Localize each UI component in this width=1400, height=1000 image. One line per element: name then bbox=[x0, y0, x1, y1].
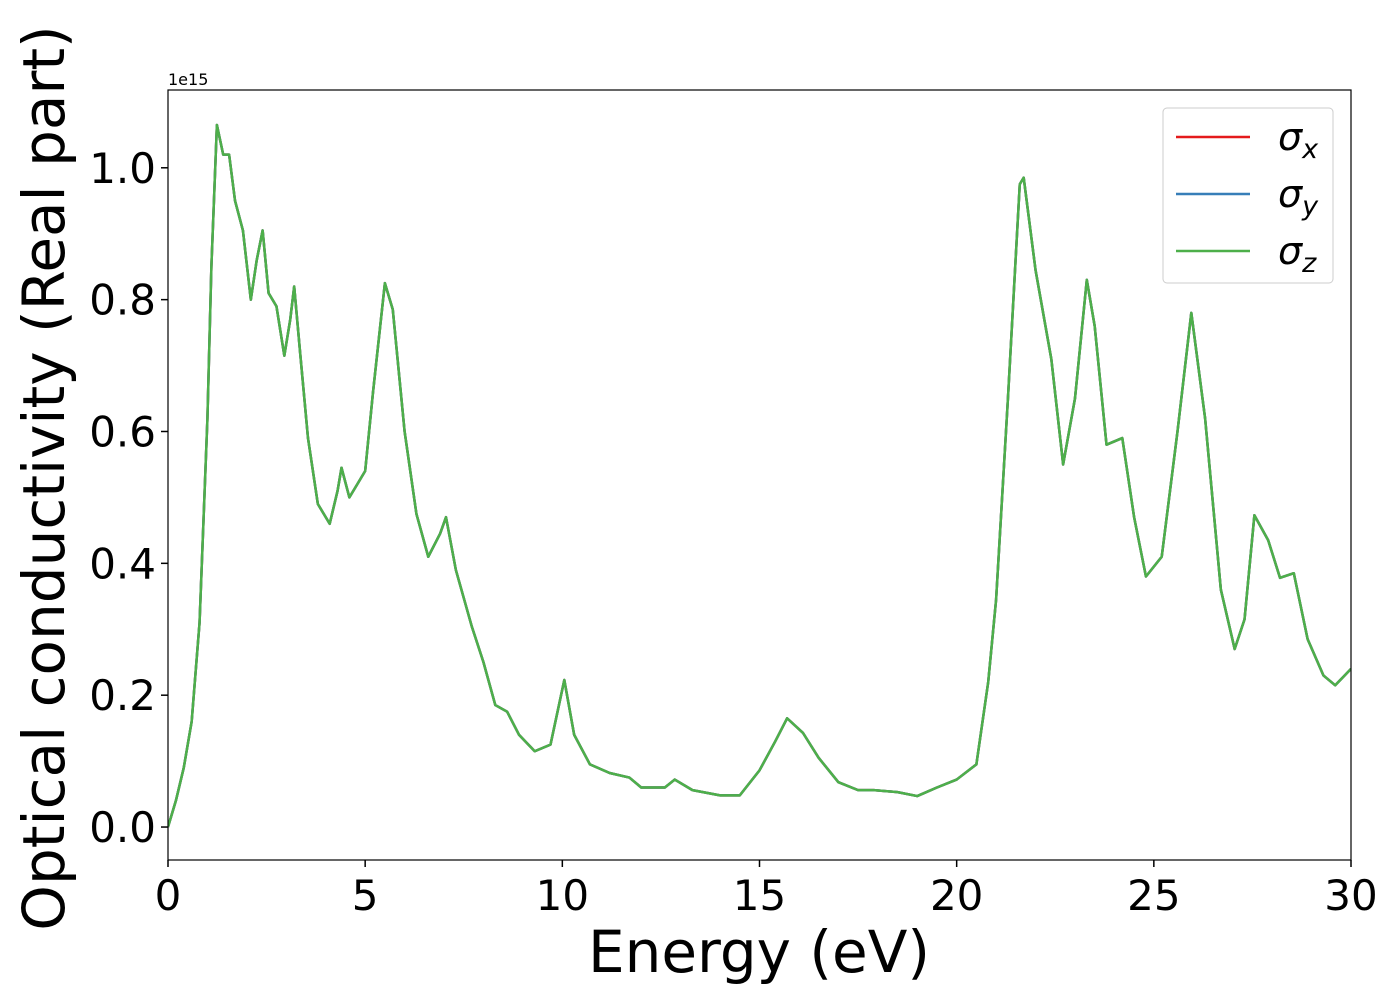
y-tick-label: 0.0 bbox=[89, 803, 156, 852]
x-tick-label: 5 bbox=[352, 871, 379, 920]
x-tick-label: 25 bbox=[1127, 871, 1180, 920]
series-line bbox=[168, 123, 1351, 828]
legend-label: σx bbox=[1278, 115, 1319, 165]
x-axis-label: Energy (eV) bbox=[588, 918, 930, 986]
y-axis-label: Optical conductivity (Real part) bbox=[10, 25, 78, 930]
x-tick-label: 15 bbox=[733, 871, 786, 920]
x-tick-label: 10 bbox=[536, 871, 589, 920]
plot-frame bbox=[167, 89, 1352, 861]
x-tick-label: 20 bbox=[930, 871, 983, 920]
y-tick-label: 0.8 bbox=[89, 276, 156, 325]
offset-text: 1e15 bbox=[168, 70, 208, 89]
legend-box bbox=[1162, 107, 1334, 284]
y-tick-label: 0.6 bbox=[89, 407, 156, 456]
legend-label: σy bbox=[1278, 172, 1319, 222]
x-tick-label: 0 bbox=[155, 871, 182, 920]
y-tick-label: 0.4 bbox=[89, 539, 156, 588]
legend-label: σz bbox=[1278, 229, 1317, 279]
y-tick-label: 1.0 bbox=[89, 144, 156, 193]
x-tick-label: 30 bbox=[1324, 871, 1377, 920]
y-tick-label: 0.2 bbox=[89, 671, 156, 720]
